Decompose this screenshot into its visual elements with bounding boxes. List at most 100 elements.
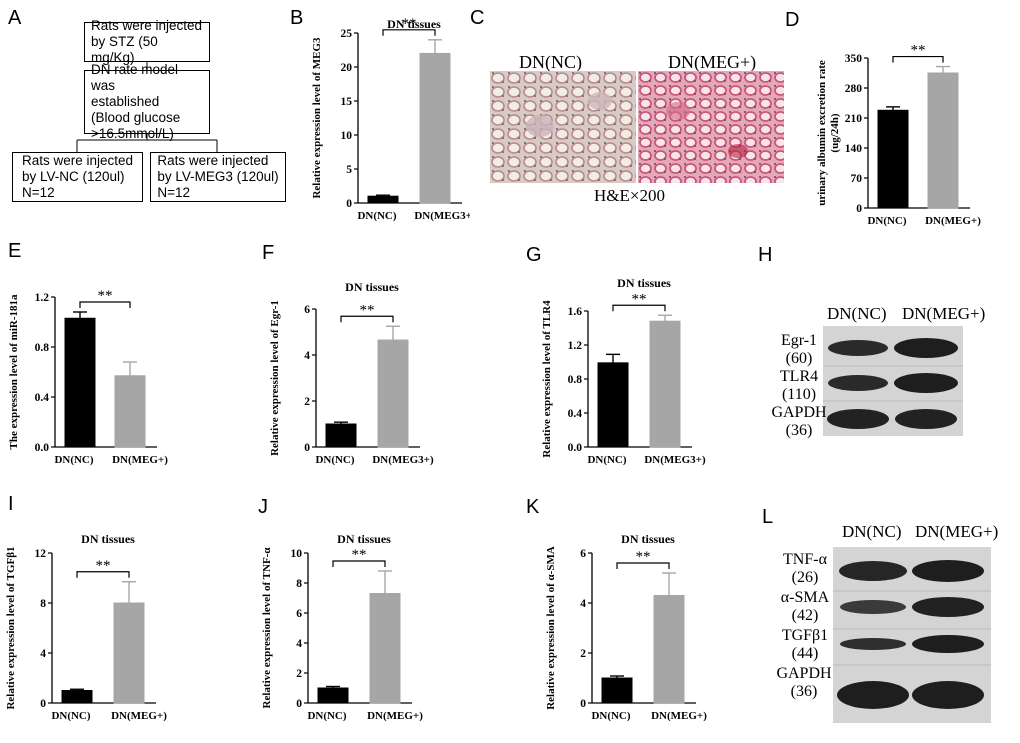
chart-e-ylabel: The expression level of miR-181a bbox=[8, 294, 20, 450]
flow-box-model: DN rate model was established (Blood glu… bbox=[84, 62, 210, 141]
chart-d-ytick-label: 210 bbox=[845, 113, 863, 125]
chart-i-ylabel: Relative expression level of TGFβ1 bbox=[5, 546, 17, 709]
chart-f-category-label-0: DN(NC) bbox=[315, 454, 354, 466]
chart-e-ytick-label: 0.0 bbox=[35, 442, 50, 454]
chart-j-ytick-label: 0 bbox=[296, 698, 302, 710]
chart-j-category-label-1: DN(MEG+) bbox=[367, 710, 423, 722]
chart-d-significance-label: ** bbox=[911, 43, 926, 59]
chart-i-ytick-label: 0 bbox=[40, 698, 46, 710]
chart-b-ytick-label: 10 bbox=[341, 130, 353, 142]
chart-i-bar-0 bbox=[61, 690, 93, 704]
flowchart-connectors bbox=[76, 61, 218, 152]
panel-label-b: B bbox=[290, 7, 304, 29]
blot-l-band-gapdh-meg bbox=[912, 681, 984, 709]
chart-k-significance-label: ** bbox=[636, 549, 651, 565]
chart-j-title: DN tissues bbox=[337, 532, 391, 546]
chart-g-bar-1 bbox=[649, 320, 681, 448]
chart-k-category-label-1: DN(MEG+) bbox=[651, 710, 707, 722]
chart-f-ytick-label: 0 bbox=[304, 442, 310, 454]
chart-b-ytick-label: 5 bbox=[346, 164, 352, 176]
chart-b-ytick-label: 25 bbox=[341, 28, 353, 40]
blot-l-membrane bbox=[833, 547, 991, 723]
panel-label-i: I bbox=[8, 493, 14, 515]
chart-j-category-label-0: DN(NC) bbox=[307, 710, 346, 722]
chart-b: 0 5 10 15 20 25 DN(NC) DN(MEG3+) **DN tissues Rel… bbox=[311, 16, 470, 222]
chart-e-category-label-0: DN(NC) bbox=[54, 454, 93, 466]
blot-l-label-tgfb1: TGFβ1 (44) bbox=[781, 627, 829, 662]
chart-e-significance-label: ** bbox=[98, 288, 113, 304]
chart-b-ytick-label: 20 bbox=[341, 62, 353, 74]
blot-l-band-asma-nc bbox=[840, 600, 906, 614]
chart-k-ytick-label: 0 bbox=[580, 698, 586, 710]
chart-d-bar-1 bbox=[927, 72, 959, 209]
chart-e-bar-0 bbox=[64, 317, 96, 448]
chart-d: 0 70 140 210 280 350 DN(NC) DN(MEG+) ** urinary a… bbox=[816, 43, 981, 227]
chart-e: 0.0 0.4 0.8 1.2 DN(NC) DN(MEG+) ** The expressi… bbox=[8, 288, 168, 466]
chart-i-title: DN tissues bbox=[81, 532, 135, 546]
chart-d-significance-bracket bbox=[892, 55, 944, 63]
chart-b-bar-0 bbox=[367, 195, 399, 204]
chart-i-ytick-label: 4 bbox=[40, 648, 46, 660]
chart-k-category-label-0: DN(NC) bbox=[591, 710, 630, 722]
chart-g-category-label-0: DN(NC) bbox=[587, 454, 626, 466]
blot-h-band-gapdh-meg bbox=[895, 409, 957, 429]
blot-l-header-meg: DN(MEG+) bbox=[915, 522, 999, 541]
chart-g-ytick-label: 0.0 bbox=[568, 442, 583, 454]
chart-i-bar-1 bbox=[113, 602, 145, 704]
chart-j-significance-bracket bbox=[332, 560, 386, 567]
chart-e-bar-1 bbox=[114, 375, 146, 448]
blot-h-header-meg: DN(MEG+) bbox=[902, 304, 986, 323]
chart-b-bar-1 bbox=[419, 52, 451, 204]
blot-l-band-tnfa-meg bbox=[912, 560, 984, 582]
histology-image-meg bbox=[638, 71, 784, 183]
flow-box-lv-meg3: Rats were injected by LV-MEG3 (120ul) N=… bbox=[150, 152, 286, 202]
chart-k-significance-bracket bbox=[616, 562, 670, 569]
histology-label-meg: DN(MEG+) bbox=[668, 52, 757, 72]
chart-k: 0 2 4 6 DN(NC) DN(MEG+) ** DN tissues Relative e… bbox=[545, 532, 707, 722]
chart-j-ytick-label: 4 bbox=[296, 638, 302, 650]
chart-k-ylabel: Relative expression level of α-SMA bbox=[545, 546, 557, 710]
chart-f-bar-1 bbox=[377, 339, 409, 448]
chart-g-significance-bracket bbox=[612, 304, 666, 312]
chart-j-ytick-label: 8 bbox=[296, 578, 302, 590]
chart-f-ytick-label: 6 bbox=[304, 304, 310, 316]
blot-h-label-gapdh: GAPDH (36) bbox=[771, 404, 827, 439]
blot-h-band-tlr4-meg bbox=[894, 373, 958, 393]
chart-k-ytick-label: 4 bbox=[580, 598, 586, 610]
chart-g-title: DN tissues bbox=[617, 276, 671, 290]
blot-h-label-tlr4: TLR4 (110) bbox=[779, 368, 819, 403]
chart-d-bar-0 bbox=[877, 109, 909, 209]
panel-label-e: E bbox=[8, 240, 22, 262]
chart-g-significance-label: ** bbox=[632, 291, 647, 307]
chart-e-ytick-label: 1.2 bbox=[35, 292, 50, 304]
flow-box-stz: Rats were injected by STZ (50 mg/Kg) bbox=[84, 18, 210, 65]
chart-d-ytick-label: 0 bbox=[856, 203, 862, 215]
panel-label-d: D bbox=[785, 9, 800, 31]
flow-box-lv-nc: Rats were injected by LV-NC (120ul) N=12 bbox=[12, 152, 143, 202]
blot-h-band-egr1-meg bbox=[894, 338, 958, 358]
chart-j-bar-1 bbox=[369, 593, 401, 704]
chart-f: 0 2 4 6 DN(NC) DN(MEG3+) ** DN tissues Relative … bbox=[269, 280, 434, 466]
chart-k-title: DN tissues bbox=[621, 532, 675, 546]
chart-g-ytick-label: 0.4 bbox=[568, 408, 583, 420]
chart-g-category-label-1: DN(MEG3+) bbox=[644, 454, 706, 466]
chart-d-ylabel: urinary albumin excretion rate bbox=[816, 60, 828, 206]
chart-j-significance-label: ** bbox=[352, 547, 367, 563]
chart-b-ytick-label: 0 bbox=[346, 198, 352, 210]
chart-g-ylabel: Relative expression level of TLR4 bbox=[541, 300, 553, 458]
chart-d-category-label-0: DN(NC) bbox=[867, 215, 906, 227]
blot-l-label-gapdh: GAPDH (36) bbox=[776, 665, 832, 700]
chart-g-ytick-label: 0.8 bbox=[568, 374, 583, 386]
blot-h-label-egr1: Egr-1 (60) bbox=[780, 332, 818, 367]
chart-g: 0.0 0.4 0.8 1.2 1.6 DN(NC) DN(MEG3+) **DN tissu… bbox=[541, 276, 706, 466]
chart-f-category-label-1: DN(MEG3+) bbox=[372, 454, 434, 466]
chart-b-significance-label: ** bbox=[402, 16, 417, 32]
chart-e-category-label-1: DN(MEG+) bbox=[112, 454, 168, 466]
chart-e-ytick-label: 0.4 bbox=[35, 392, 50, 404]
chart-j-ytick-label: 2 bbox=[296, 668, 302, 680]
chart-i-ytick-label: 8 bbox=[40, 598, 46, 610]
blot-l-header-nc: DN(NC) bbox=[842, 522, 902, 541]
chart-k-bar-1 bbox=[653, 595, 685, 704]
histology-label-nc: DN(NC) bbox=[519, 52, 582, 72]
chart-i-category-label-1: DN(MEG+) bbox=[111, 710, 167, 722]
